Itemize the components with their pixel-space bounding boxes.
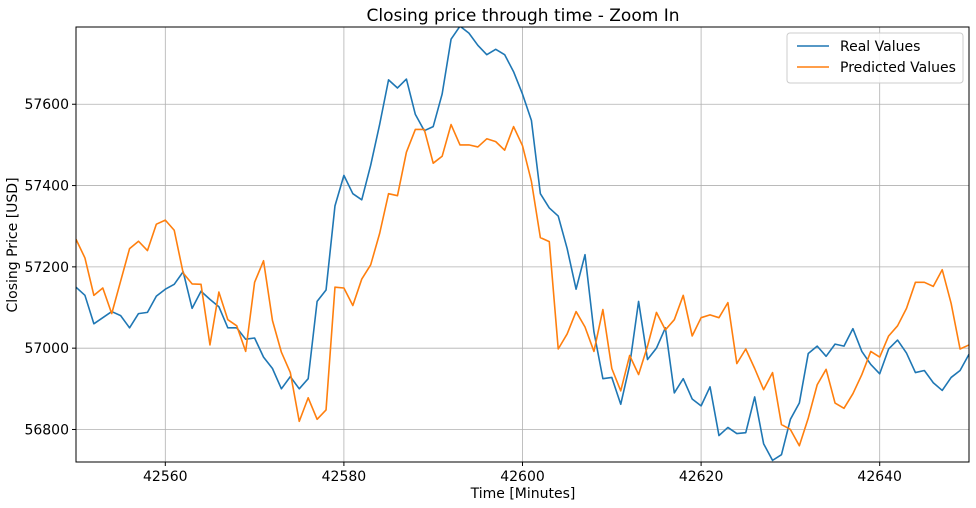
legend-label-real: Real Values: [840, 39, 920, 55]
plot-frame: [75, 26, 970, 463]
y-tick-label: 57400: [24, 179, 69, 195]
y-tick-label: 57200: [24, 260, 69, 276]
grid-lines: [76, 27, 969, 462]
y-tick-label: 57000: [24, 341, 69, 357]
x-tick-label: 42580: [322, 469, 367, 485]
y-axis-label: Closing Price [USD]: [5, 177, 21, 312]
chart-title: Closing price through time - Zoom In: [366, 6, 679, 26]
y-tick-label: 56800: [24, 422, 69, 438]
x-axis-label: Time [Minutes]: [470, 486, 576, 502]
legend-label-predicted: Predicted Values: [840, 60, 956, 76]
x-tick-label: 42560: [143, 469, 188, 485]
x-tick-label: 42600: [500, 469, 545, 485]
x-tick-label: 42620: [679, 469, 724, 485]
y-tick-label: 57600: [24, 97, 69, 113]
series-line-real-values: [76, 27, 969, 462]
series-line-predicted-values: [76, 123, 969, 447]
y-axis-ticks: 56800 57000 57200 57400 57600: [24, 97, 76, 438]
plot-lines: [76, 27, 969, 462]
legend-box: [786, 32, 964, 84]
x-tick-label: 42640: [857, 469, 902, 485]
x-axis-ticks: 42560 42580 42600 42620 42640: [143, 462, 902, 485]
legend: Real Values Predicted Values: [786, 32, 964, 84]
